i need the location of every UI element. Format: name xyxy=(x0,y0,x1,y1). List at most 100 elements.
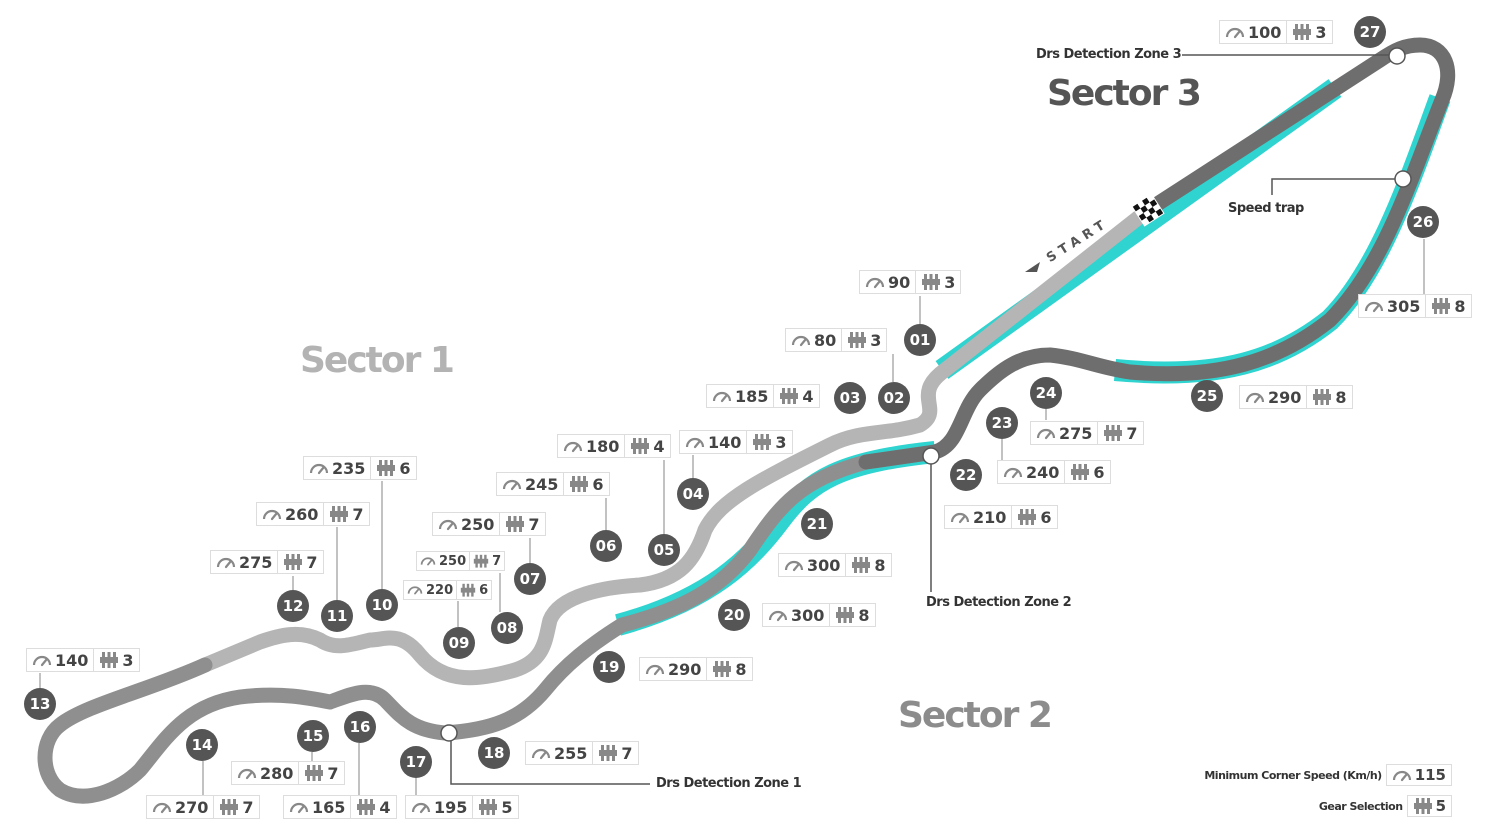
corner-speed: 270 xyxy=(147,796,213,818)
gear-icon xyxy=(1432,298,1451,314)
drs-detection-zone-3-label: Drs Detection Zone 3 xyxy=(1036,47,1182,62)
corner-speed-value: 240 xyxy=(1026,462,1060,482)
speedometer-icon xyxy=(531,748,551,760)
corner-gear-value: 7 xyxy=(352,504,364,524)
speedometer-icon xyxy=(784,560,804,572)
corner-gear-value: 3 xyxy=(1315,22,1327,42)
gear-icon xyxy=(305,765,324,781)
legend-gear-box: 5 xyxy=(1406,795,1452,817)
corner-speed-value: 270 xyxy=(175,797,209,817)
legend-gear-value: 5 xyxy=(1435,797,1446,815)
corner-speed: 140 xyxy=(27,649,93,671)
corner-gear: 3 xyxy=(915,271,960,293)
speedometer-icon xyxy=(502,479,522,491)
corner-06-info: 245 6 xyxy=(496,472,610,496)
corner-gear-value: 7 xyxy=(306,552,318,572)
corner-13-info: 140 3 xyxy=(26,648,140,672)
corner-25-badge: 25 xyxy=(1191,380,1223,412)
corner-speed: 100 xyxy=(1220,21,1286,43)
speedometer-icon xyxy=(685,437,705,449)
corner-speed-value: 275 xyxy=(239,552,273,572)
drs-detection-2-marker xyxy=(922,447,940,465)
corner-speed-value: 275 xyxy=(1059,423,1093,443)
drs-detection-zone-2-label: Drs Detection Zone 2 xyxy=(926,595,1072,610)
corner-gear-value: 6 xyxy=(592,474,604,494)
corner-speed-value: 305 xyxy=(1387,296,1421,316)
corner-26-info: 305 8 xyxy=(1358,294,1472,318)
gear-icon xyxy=(460,583,476,597)
corner-gear-value: 8 xyxy=(1454,296,1466,316)
corner-08-badge: 08 xyxy=(491,612,523,644)
corner-speed-value: 140 xyxy=(708,432,742,452)
speedometer-icon xyxy=(768,610,788,622)
corner-12-info: 275 7 xyxy=(210,550,324,574)
corner-17-badge: 17 xyxy=(400,746,432,778)
speedometer-icon xyxy=(645,664,665,676)
corner-gear: 7 xyxy=(277,551,322,573)
speedometer-icon xyxy=(1225,27,1245,39)
corner-gear-value: 8 xyxy=(858,605,870,625)
corner-speed-value: 245 xyxy=(525,474,559,494)
speedometer-icon xyxy=(216,557,236,569)
gear-icon xyxy=(1413,798,1432,814)
corner-speed: 220 xyxy=(404,581,456,599)
corner-speed: 250 xyxy=(417,552,469,570)
corner-09-info: 220 6 xyxy=(403,580,493,600)
corner-24-badge: 24 xyxy=(1030,377,1062,409)
corner-gear-value: 7 xyxy=(242,797,254,817)
corner-speed: 245 xyxy=(497,473,563,495)
corner-gear-value: 6 xyxy=(1040,507,1052,527)
corner-speed: 80 xyxy=(786,329,841,351)
drs-detection-zone-1-label: Drs Detection Zone 1 xyxy=(656,776,802,791)
corner-24-info: 275 7 xyxy=(1030,421,1144,445)
corner-speed-value: 290 xyxy=(668,659,702,679)
corner-02-badge: 02 xyxy=(878,382,910,414)
corner-05-info: 180 4 xyxy=(557,434,671,458)
corner-speed-value: 220 xyxy=(426,582,454,598)
corner-gear: 3 xyxy=(841,329,886,351)
corner-speed-value: 100 xyxy=(1248,22,1282,42)
corner-speed: 240 xyxy=(998,461,1064,483)
corner-gear-value: 5 xyxy=(501,797,513,817)
speedometer-icon xyxy=(1036,428,1056,440)
gear-icon xyxy=(1313,389,1332,405)
gear-icon xyxy=(473,554,489,568)
gear-icon xyxy=(1018,509,1037,525)
corner-speed-value: 90 xyxy=(888,272,911,292)
gear-icon xyxy=(753,434,772,450)
drs-detection-1-marker xyxy=(440,724,458,742)
corner-04-badge: 04 xyxy=(677,478,709,510)
corner-speed-value: 235 xyxy=(332,458,366,478)
corner-gear: 8 xyxy=(706,658,751,680)
corner-speed: 260 xyxy=(257,503,323,525)
corner-06-badge: 06 xyxy=(590,530,622,562)
corner-leader-lines xyxy=(39,239,1425,796)
gear-icon xyxy=(479,799,498,815)
corner-11-badge: 11 xyxy=(321,600,353,632)
gear-icon xyxy=(570,476,589,492)
gear-icon xyxy=(377,460,396,476)
corner-gear: 3 xyxy=(746,431,791,453)
gear-icon xyxy=(922,274,941,290)
speedometer-icon xyxy=(32,655,52,667)
corner-07-info: 250 7 xyxy=(432,512,546,536)
corner-16-info: 165 4 xyxy=(283,795,397,819)
corner-gear-value: 7 xyxy=(528,514,540,534)
speedometer-icon xyxy=(237,768,257,780)
corner-speed: 180 xyxy=(558,435,624,457)
corner-speed: 90 xyxy=(860,271,915,293)
corner-gear-value: 6 xyxy=(1093,462,1105,482)
legend-speed: Minimum Corner Speed (Km/h) 115 xyxy=(1204,764,1452,786)
speedometer-icon xyxy=(407,586,423,595)
track-sector-3 xyxy=(858,37,1456,470)
corner-27-badge: 27 xyxy=(1354,16,1386,48)
gear-icon xyxy=(220,799,239,815)
corner-speed-value: 195 xyxy=(434,797,468,817)
corner-19-badge: 19 xyxy=(593,651,625,683)
corner-gear: 4 xyxy=(624,435,669,457)
corner-gear-value: 4 xyxy=(653,436,665,456)
corner-gear: 7 xyxy=(213,796,258,818)
corner-gear: 3 xyxy=(1286,21,1331,43)
corner-speed: 185 xyxy=(707,385,773,407)
corner-gear-value: 8 xyxy=(874,555,886,575)
